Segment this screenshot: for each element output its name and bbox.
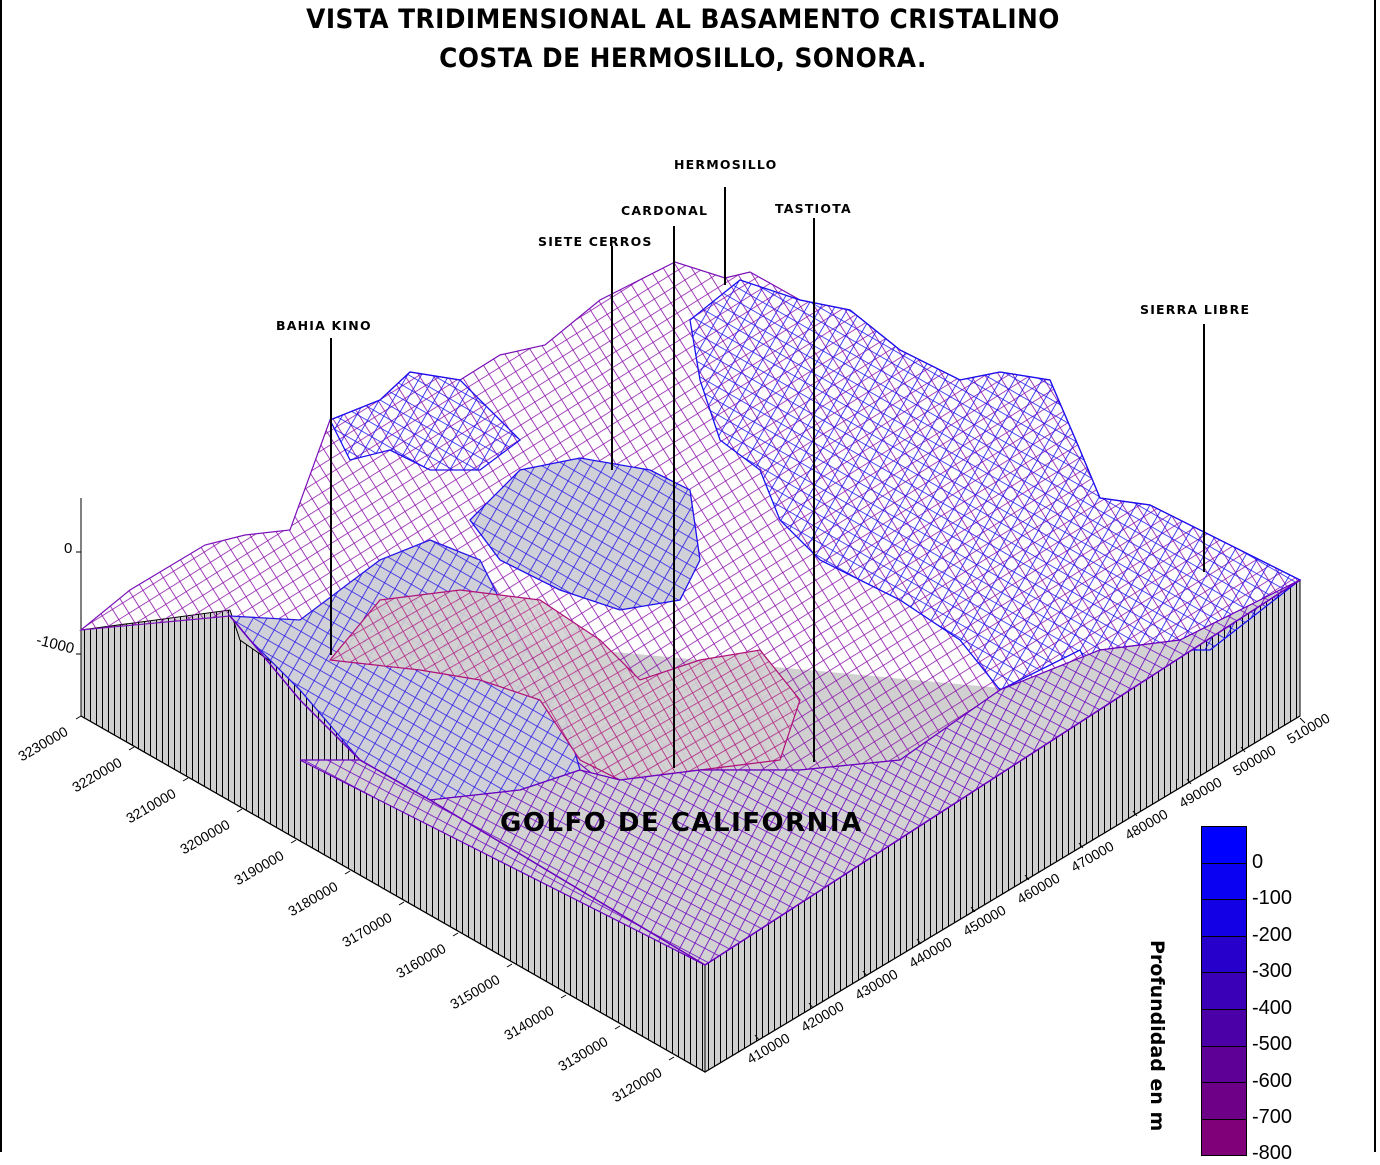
legend-swatch: [1201, 1083, 1247, 1120]
x-axis-ticks: [754, 717, 1306, 1041]
legend-title: Profundidad en m: [1146, 940, 1168, 1132]
chart-title: VISTA TRIDIMENSIONAL AL BASAMENTO CRISTA…: [306, 4, 1060, 35]
label-cardonal: CARDONAL: [621, 203, 709, 218]
legend-swatch: [1201, 936, 1247, 974]
legend-swatch: [1201, 1119, 1247, 1157]
legend-label: -500: [1252, 1033, 1293, 1055]
legend-swatch: [1201, 1046, 1247, 1084]
legend-label: -100: [1252, 887, 1293, 909]
z-tick-0: 0: [64, 540, 73, 557]
deep-basin: [328, 589, 801, 781]
y-axis-ticks: [75, 715, 675, 1061]
legend-swatch: [1201, 973, 1247, 1010]
legend-swatch: [1201, 900, 1247, 937]
legend-swatch: [1201, 1009, 1247, 1047]
legend-label: -700: [1252, 1106, 1293, 1128]
central-dome: [469, 457, 701, 611]
legend-label: -300: [1252, 960, 1293, 982]
label-tastiota: TASTIOTA: [775, 201, 852, 216]
legend-swatch: [1201, 826, 1247, 864]
label-siete-cerros: SIETE CERROS: [538, 234, 653, 249]
label-hermosillo: HERMOSILLO: [674, 157, 778, 172]
legend-swatch: [1201, 863, 1247, 901]
z-axis: [76, 498, 82, 716]
legend-label: -800: [1252, 1142, 1293, 1164]
color-legend: [1201, 826, 1247, 1157]
legend-label: -400: [1252, 997, 1293, 1019]
label-golfo-de-california: GOLFO DE CALIFORNIA: [500, 808, 863, 838]
label-sierra-libre: SIERRA LIBRE: [1140, 302, 1251, 317]
legend-label: -600: [1252, 1070, 1293, 1092]
leader-lines: [330, 187, 1205, 768]
chart-subtitle: COSTA DE HERMOSILLO, SONORA.: [439, 43, 927, 74]
legend-label: 0: [1252, 851, 1264, 873]
legend-label: -200: [1252, 924, 1293, 946]
label-bahia-kino: BAHIA KINO: [276, 318, 372, 333]
left-lobe: [329, 371, 521, 471]
gulf-plain: [299, 579, 1301, 966]
